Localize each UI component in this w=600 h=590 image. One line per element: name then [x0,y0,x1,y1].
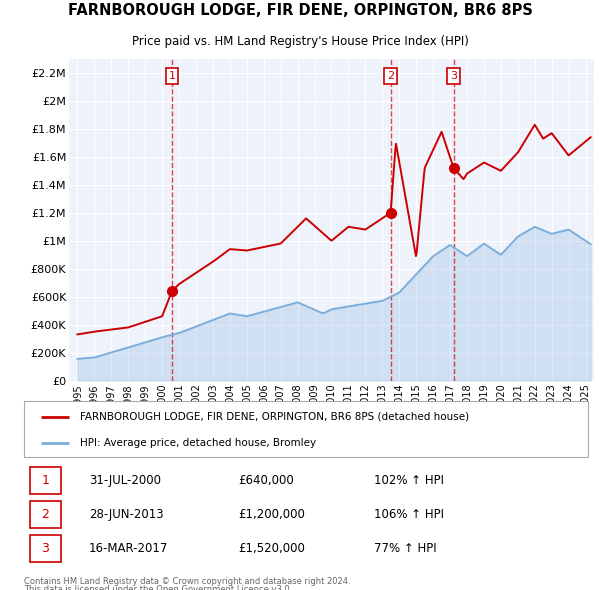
Bar [29,502,61,528]
Text: 3: 3 [41,542,49,555]
Text: 2: 2 [41,508,49,522]
Text: Price paid vs. HM Land Registry's House Price Index (HPI): Price paid vs. HM Land Registry's House … [131,35,469,48]
Text: 2: 2 [387,71,394,81]
Text: 3: 3 [450,71,457,81]
Text: £1,520,000: £1,520,000 [238,542,305,555]
Text: HPI: Average price, detached house, Bromley: HPI: Average price, detached house, Brom… [80,438,317,448]
Text: £1,200,000: £1,200,000 [238,508,305,522]
Text: Contains HM Land Registry data © Crown copyright and database right 2024.: Contains HM Land Registry data © Crown c… [24,577,350,586]
Text: 28-JUN-2013: 28-JUN-2013 [89,508,163,522]
Text: 77% ↑ HPI: 77% ↑ HPI [374,542,436,555]
Text: £640,000: £640,000 [238,474,294,487]
Text: 106% ↑ HPI: 106% ↑ HPI [374,508,443,522]
Text: FARNBOROUGH LODGE, FIR DENE, ORPINGTON, BR6 8PS (detached house): FARNBOROUGH LODGE, FIR DENE, ORPINGTON, … [80,412,470,422]
Bar [29,536,61,562]
Text: This data is licensed under the Open Government Licence v3.0.: This data is licensed under the Open Gov… [24,585,292,590]
Bar [29,467,61,494]
Text: 1: 1 [41,474,49,487]
Text: 16-MAR-2017: 16-MAR-2017 [89,542,168,555]
Text: 1: 1 [169,71,175,81]
Text: 102% ↑ HPI: 102% ↑ HPI [374,474,443,487]
Text: 31-JUL-2000: 31-JUL-2000 [89,474,161,487]
Text: FARNBOROUGH LODGE, FIR DENE, ORPINGTON, BR6 8PS: FARNBOROUGH LODGE, FIR DENE, ORPINGTON, … [68,3,532,18]
